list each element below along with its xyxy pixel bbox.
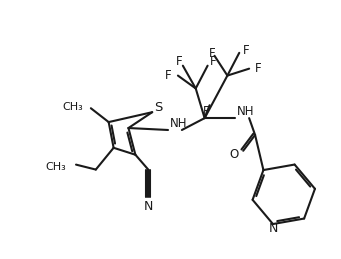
Text: F: F xyxy=(203,105,210,118)
Text: S: S xyxy=(154,101,162,114)
Text: F: F xyxy=(210,55,216,68)
Text: F: F xyxy=(209,47,216,60)
Text: CH₃: CH₃ xyxy=(62,102,83,112)
Text: F: F xyxy=(255,62,262,75)
Text: CH₃: CH₃ xyxy=(45,162,66,172)
Text: NH: NH xyxy=(237,105,255,118)
Text: O: O xyxy=(230,148,239,161)
Text: F: F xyxy=(165,69,172,82)
Text: NH: NH xyxy=(170,117,188,130)
Text: F: F xyxy=(176,55,182,68)
Text: N: N xyxy=(268,222,278,235)
Text: F: F xyxy=(243,44,250,57)
Text: N: N xyxy=(144,200,153,213)
